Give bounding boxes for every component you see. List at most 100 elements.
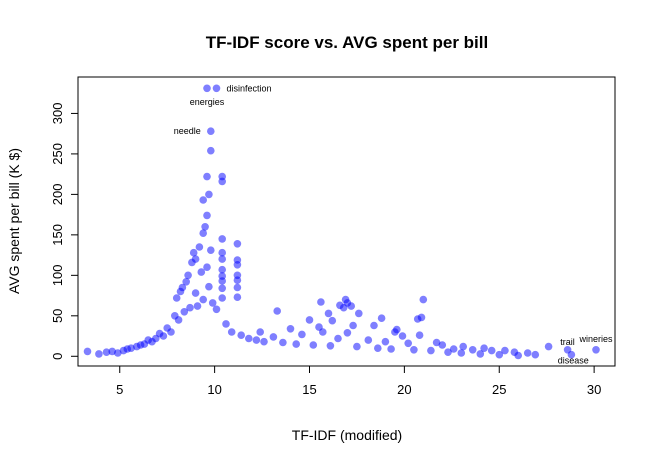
- data-point: [279, 338, 287, 347]
- y-axis-label: AVG spent per bill (K $): [6, 148, 22, 294]
- data-point: [415, 331, 424, 340]
- data-point: [189, 248, 198, 257]
- data-point: [404, 339, 413, 348]
- x-tick-label: 20: [397, 382, 411, 397]
- data-point: [523, 349, 532, 357]
- data-point: [487, 346, 496, 355]
- data-point: [233, 293, 242, 302]
- data-point: [495, 350, 504, 359]
- y-tick-label: 0: [50, 353, 65, 360]
- data-point: [199, 295, 207, 304]
- x-tick-label: 30: [587, 382, 601, 397]
- data-point: [347, 302, 356, 310]
- data-point: [398, 332, 407, 340]
- annotation-label: needle: [174, 126, 201, 136]
- data-point: [387, 345, 395, 353]
- data-point: [355, 309, 363, 318]
- data-point: [167, 328, 175, 336]
- data-point: [176, 287, 185, 296]
- data-point: [233, 276, 242, 285]
- data-point: [203, 211, 211, 220]
- data-point: [273, 307, 282, 315]
- data-point: [199, 229, 207, 237]
- y-tick-label: 100: [50, 264, 65, 286]
- data-point: [218, 235, 226, 243]
- data-point: [457, 349, 466, 357]
- data-point: [317, 298, 325, 306]
- data-point: [83, 347, 92, 356]
- x-tick-label: 10: [207, 382, 221, 397]
- y-tick-label: 50: [50, 309, 65, 323]
- data-point: [444, 348, 452, 357]
- data-points: [83, 84, 600, 360]
- data-point: [182, 278, 190, 286]
- data-point: [449, 345, 458, 353]
- y-tick-label: 200: [50, 184, 65, 206]
- data-point: [309, 341, 318, 349]
- data-point: [269, 333, 278, 341]
- data-point: [207, 127, 215, 135]
- data-point: [205, 282, 213, 291]
- data-point: [172, 294, 181, 302]
- data-point: [201, 223, 209, 231]
- data-point: [218, 265, 226, 274]
- annotation-label: energies: [190, 97, 225, 107]
- data-point: [501, 346, 509, 355]
- y-tick-label: 250: [50, 143, 65, 165]
- data-point: [370, 321, 378, 330]
- data-point: [207, 146, 215, 155]
- data-point: [205, 190, 213, 199]
- x-tick-label: 15: [302, 382, 316, 397]
- data-point: [377, 314, 386, 323]
- data-point: [256, 328, 265, 336]
- annotation-label: wineries: [579, 334, 614, 344]
- data-point: [218, 255, 226, 263]
- data-point: [514, 351, 522, 360]
- data-point: [413, 315, 422, 323]
- data-point: [252, 336, 261, 344]
- x-tick-label: 5: [116, 382, 123, 397]
- data-point: [567, 350, 576, 359]
- annotation-label: trail: [560, 337, 575, 347]
- data-point: [174, 316, 183, 324]
- data-point: [212, 305, 221, 314]
- data-point: [419, 295, 428, 304]
- data-point: [292, 340, 301, 348]
- data-point: [208, 299, 217, 307]
- x-axis-label: TF-IDF (modified): [292, 427, 402, 443]
- data-point: [544, 342, 553, 351]
- data-point: [222, 320, 230, 328]
- data-point: [191, 289, 200, 297]
- data-point: [227, 328, 236, 336]
- data-point: [193, 302, 202, 310]
- data-point: [102, 348, 111, 357]
- data-point: [218, 177, 226, 186]
- data-point: [184, 271, 192, 280]
- data-point: [218, 284, 226, 293]
- data-point: [286, 325, 295, 333]
- data-point: [114, 349, 122, 357]
- data-point: [459, 342, 468, 351]
- data-point: [339, 303, 348, 312]
- plot-frame: [77, 76, 616, 367]
- data-point: [95, 350, 103, 358]
- data-point: [180, 308, 189, 316]
- data-point: [203, 172, 211, 181]
- x-tick-label: 25: [492, 382, 506, 397]
- data-point: [237, 331, 245, 340]
- data-point: [218, 277, 226, 285]
- data-point: [468, 346, 477, 354]
- data-point: [218, 294, 226, 302]
- data-point: [427, 346, 435, 355]
- data-point: [203, 84, 211, 93]
- y-tick-label: 300: [50, 103, 65, 125]
- data-point: [334, 334, 342, 343]
- chart-title: TF-IDF score vs. AVG spent per bill: [206, 33, 488, 52]
- data-point: [233, 283, 242, 292]
- data-point: [218, 248, 226, 257]
- data-point: [212, 84, 221, 93]
- data-point: [245, 334, 253, 343]
- data-point: [328, 316, 337, 325]
- data-point: [364, 336, 373, 344]
- data-point: [207, 246, 215, 254]
